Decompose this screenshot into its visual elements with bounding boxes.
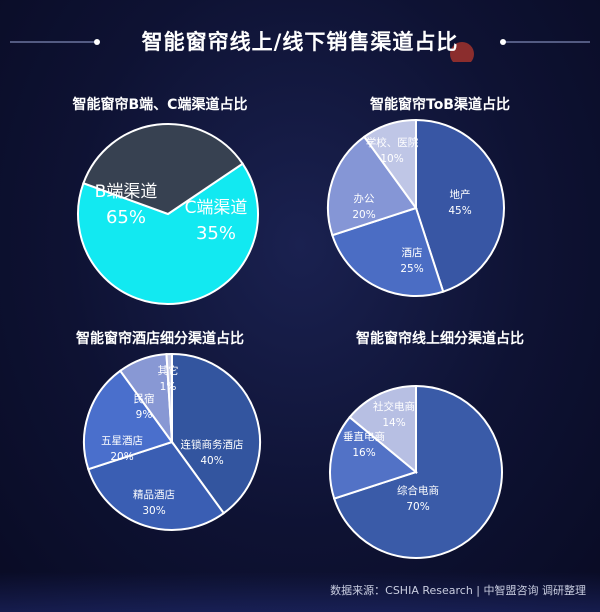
pie-chart-online: 综合电商 70% 垂直电商 16% 社交电商 14% <box>329 384 503 559</box>
slice-label-0-1: C端渠道 <box>185 198 248 218</box>
chart-title-online: 智能窗帘线上细分渠道占比 <box>356 331 524 347</box>
slice-value-1-2: 20% <box>352 209 375 221</box>
slice-label-2-3: 民宿 <box>134 392 155 405</box>
pie-chart-bc: B端渠道 65% C端渠道 35% <box>77 123 259 305</box>
slice-value-2-2: 20% <box>110 451 133 463</box>
slice-label-3-1: 垂直电商 <box>343 430 385 443</box>
slice-label-1-3: 学校、医院 <box>366 136 419 149</box>
pie-slice-1-3 <box>362 118 417 212</box>
data-source-footer: 数据来源：CSHIA Research | 中智盟咨询 调研整理 <box>330 584 586 597</box>
pie-chart-hotel: 连锁商务酒店 40% 精品酒店 30% 五星酒店 20% 民宿 9% 其它 1% <box>83 352 261 531</box>
slice-label-2-4: 其它 <box>158 364 179 377</box>
pie-slice-2-4 <box>165 352 173 443</box>
slice-value-2-3: 9% <box>136 409 153 421</box>
pie-slice-1-1 <box>331 206 445 297</box>
slice-label-3-2: 社交电商 <box>373 400 415 413</box>
slice-label-1-1: 酒店 <box>402 246 423 259</box>
pie-slice-2-1 <box>87 440 226 531</box>
slice-label-3-0: 综合电商 <box>397 484 439 497</box>
slice-value-0-0: 65% <box>106 207 146 228</box>
pie-slice-3-0 <box>332 384 503 559</box>
slice-label-1-0: 地产 <box>450 188 471 201</box>
page-title: 智能窗帘线上/线下销售渠道占比 <box>141 30 459 54</box>
slice-value-3-2: 14% <box>382 417 405 429</box>
pie-slice-0-1 <box>82 123 245 216</box>
slice-value-1-3: 10% <box>380 153 403 165</box>
slice-label-0-0: B端渠道 <box>95 182 158 202</box>
bottom-glow <box>0 572 600 612</box>
slice-value-3-1: 16% <box>352 447 375 459</box>
slice-value-2-4: 1% <box>160 381 177 393</box>
pie-slice-0-0 <box>77 162 259 305</box>
slice-label-1-2: 办公 <box>354 192 375 205</box>
slice-label-2-2: 五星酒店 <box>101 434 143 447</box>
title-left-decoration <box>10 39 590 62</box>
slice-label-2-1: 精品酒店 <box>133 488 175 501</box>
pie-slice-2-0 <box>171 352 261 515</box>
pie-slice-1-0 <box>415 118 505 293</box>
slice-value-2-1: 30% <box>142 505 165 517</box>
slice-label-2-0: 连锁商务酒店 <box>181 438 244 451</box>
pie-slice-1-2 <box>327 135 418 237</box>
chart-title-bc: 智能窗帘B端、C端渠道占比 <box>72 97 248 113</box>
pie-slice-3-2 <box>348 384 417 475</box>
chart-title-tob: 智能窗帘ToB渠道占比 <box>370 97 510 113</box>
pie-chart-tob: 地产 45% 酒店 25% 办公 20% 学校、医院 10% <box>327 118 505 297</box>
slice-value-2-0: 40% <box>200 455 223 467</box>
slice-value-1-1: 25% <box>400 263 423 275</box>
chart-title-hotel: 智能窗帘酒店细分渠道占比 <box>76 331 244 347</box>
slice-value-3-0: 70% <box>406 501 429 513</box>
slice-value-1-0: 45% <box>448 205 471 217</box>
slice-value-0-1: 35% <box>196 223 236 244</box>
pie-slice-3-1 <box>329 415 419 500</box>
pie-slice-2-2 <box>83 369 174 471</box>
